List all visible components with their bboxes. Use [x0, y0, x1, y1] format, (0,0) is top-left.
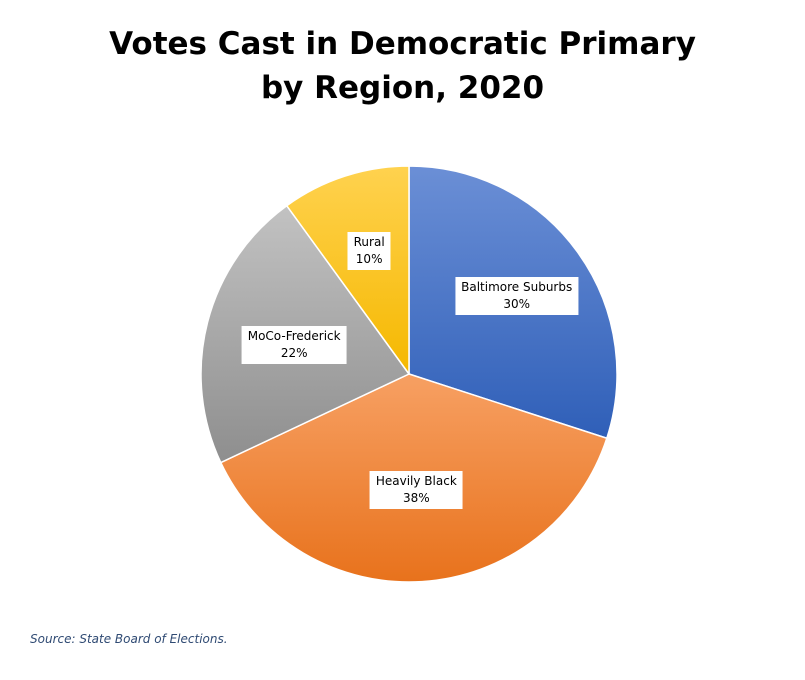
chart-title: Votes Cast in Democratic Primary by Regi…	[0, 22, 805, 110]
data-label-name: Rural	[353, 235, 385, 250]
source-note: Source: State Board of Elections.	[30, 632, 228, 646]
data-label-baltimore-suburbs: Baltimore Suburbs 30%	[455, 276, 579, 315]
data-label-name: MoCo-Frederick	[247, 328, 341, 343]
data-label-percent: 10%	[355, 252, 383, 267]
data-label-percent: 38%	[402, 491, 430, 506]
data-label-rural: Rural 10%	[347, 232, 391, 271]
data-label-heavily-black: Heavily Black 38%	[369, 471, 463, 510]
chart-title-line-1: Votes Cast in Democratic Primary	[109, 26, 696, 62]
data-label-percent: 30%	[503, 296, 531, 311]
data-label-name: Baltimore Suburbs	[461, 279, 573, 294]
data-label-moco-frederick: MoCo-Frederick 22%	[241, 325, 347, 364]
data-label-percent: 22%	[280, 345, 308, 360]
chart-title-line-2: by Region, 2020	[260, 70, 545, 106]
data-label-name: Heavily Black	[375, 474, 457, 489]
